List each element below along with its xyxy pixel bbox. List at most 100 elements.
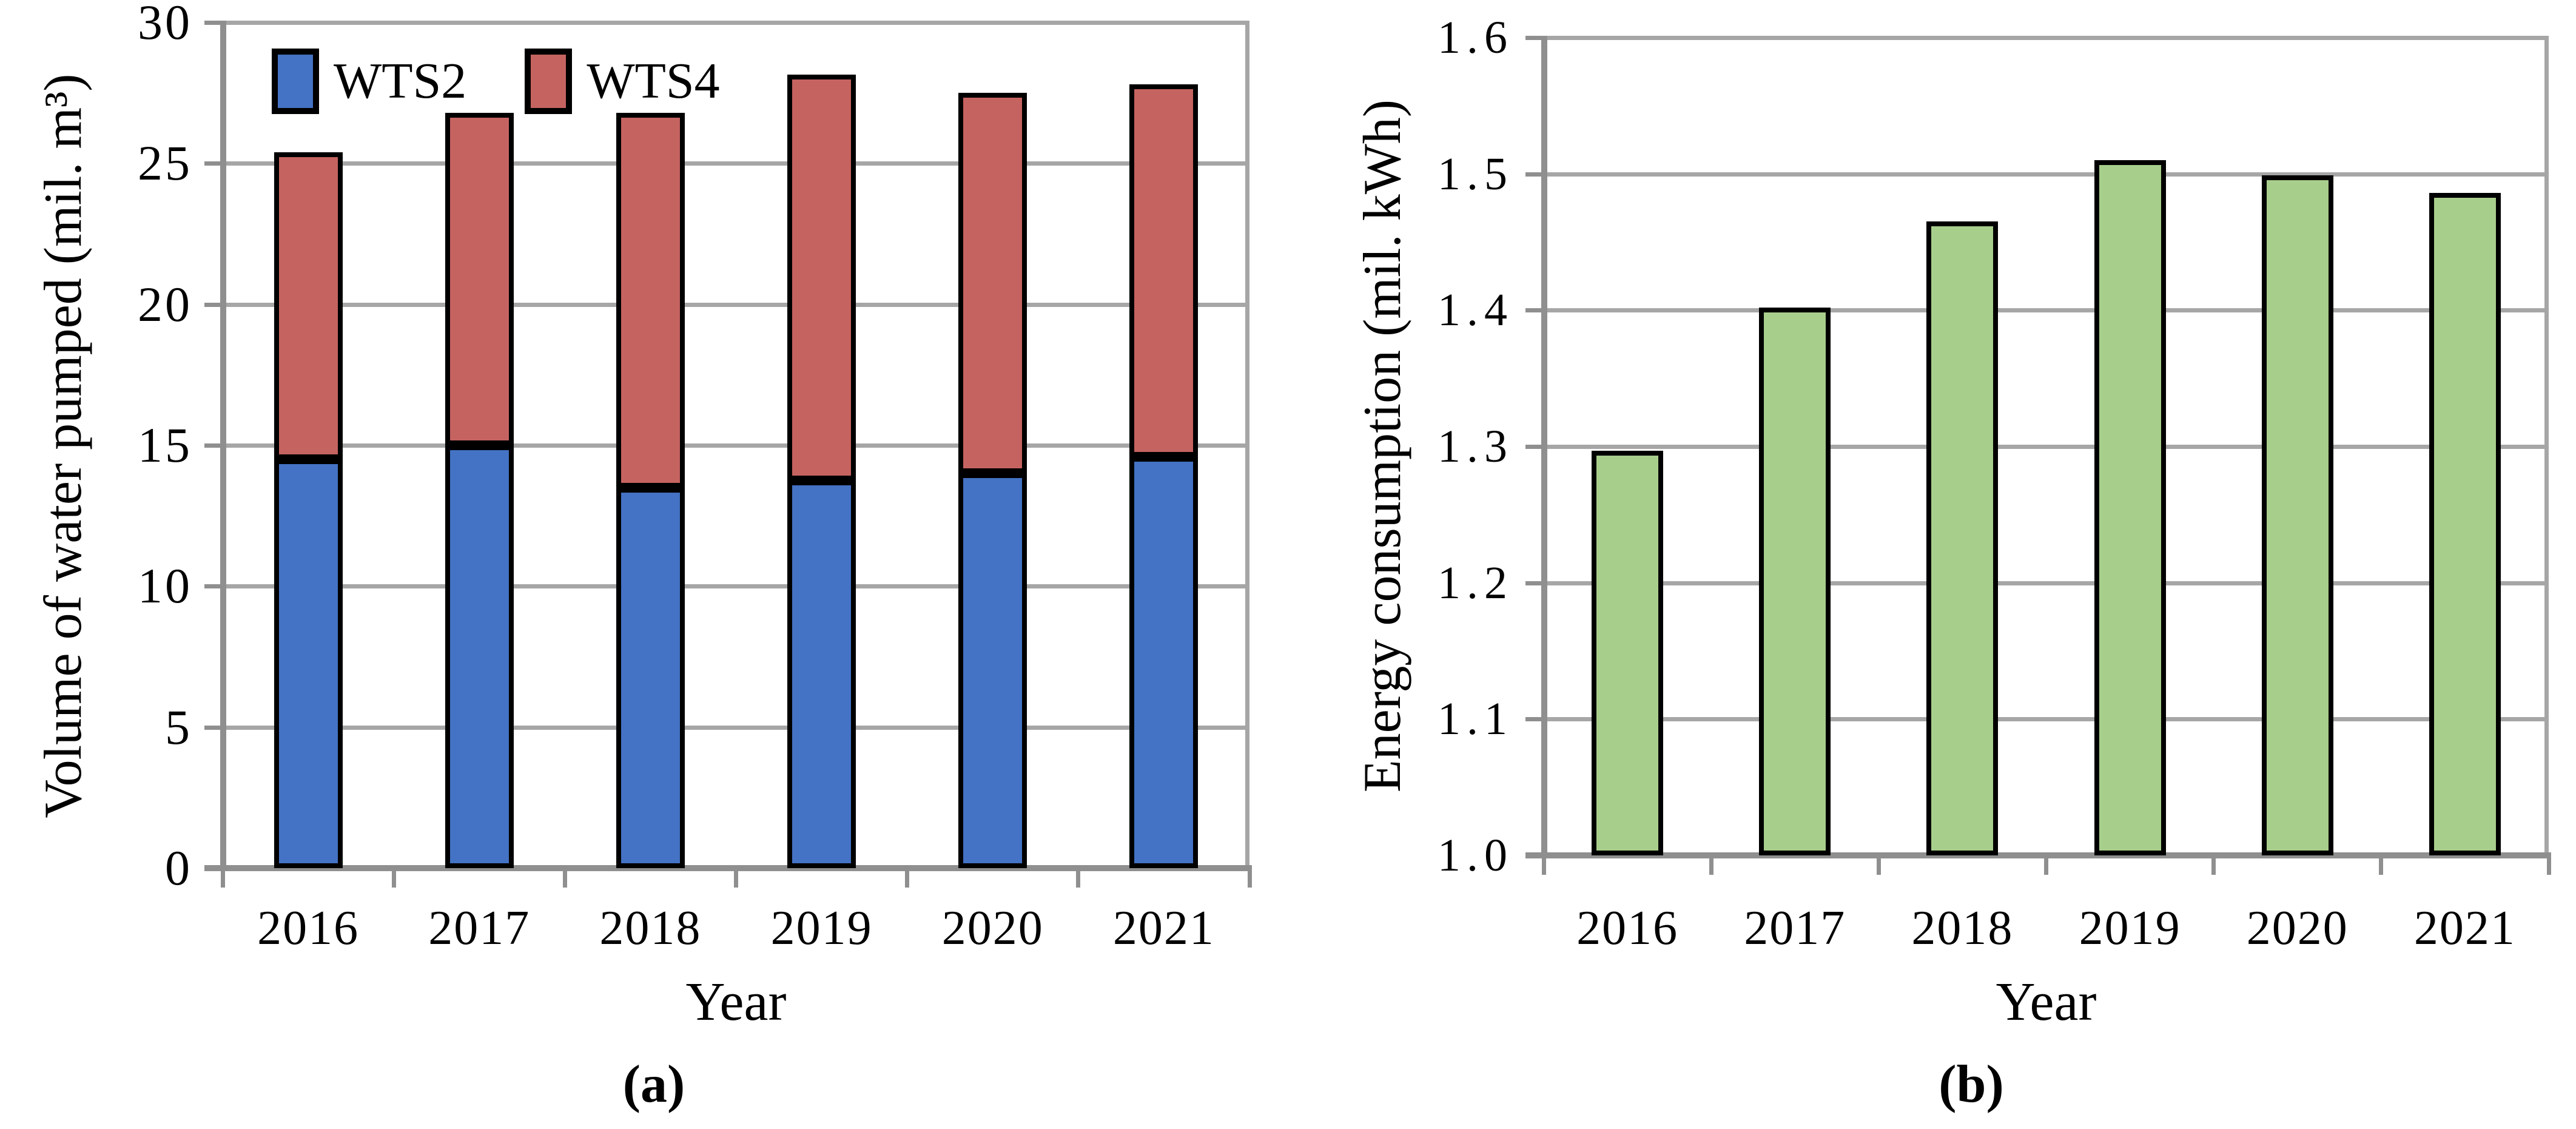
wts4-legend-swatch-icon: [525, 49, 573, 114]
panel-a-plot-area: [204, 21, 1252, 888]
y-tick-label: 10: [138, 558, 192, 614]
y-tick-label: 1.0: [1438, 830, 1513, 881]
x-tick-label-2016: 2016: [257, 902, 360, 955]
y-tick-label: 1.2: [1438, 557, 1513, 608]
x-axis-tick: [2379, 855, 2384, 875]
y-tick-label: 1.1: [1438, 693, 1513, 745]
x-axis-tick: [220, 868, 225, 888]
bar-segment-wts2-2021: [1129, 456, 1199, 868]
gridline: [1544, 36, 2549, 40]
y-axis-tick: [204, 725, 221, 730]
x-tick-label-2018: 2018: [1911, 902, 2014, 955]
y-tick-label: 0: [165, 840, 192, 895]
x-axis-tick: [905, 868, 910, 888]
x-axis-tick: [1247, 868, 1252, 888]
y-tick-label: 15: [138, 417, 192, 473]
panel-a-x-axis-title: Year: [685, 972, 787, 1032]
x-tick-label-2021: 2021: [2413, 902, 2516, 955]
x-axis-line: [1525, 852, 2551, 858]
y-axis-tick: [204, 21, 221, 25]
wts2-legend-swatch-icon: [272, 49, 319, 114]
y-axis-tick: [204, 302, 221, 307]
gridline: [1544, 308, 2549, 313]
bar-segment-energy-consumption-2021: [2429, 193, 2501, 855]
panel-a-caption: (a): [622, 1055, 685, 1114]
x-axis-tick: [1541, 855, 1546, 875]
y-tick-label: 1.6: [1438, 12, 1513, 63]
y-tick-label: 1.5: [1438, 148, 1513, 200]
y-axis-tick: [1525, 717, 1542, 722]
y-tick-label: 5: [165, 699, 192, 755]
x-tick-label-2020: 2020: [2246, 902, 2349, 955]
bar-segment-energy-consumption-2019: [2094, 160, 2166, 855]
gridline: [223, 21, 1249, 25]
bar-segment-wts2-2016: [274, 459, 343, 868]
x-tick-label-2019: 2019: [2079, 902, 2181, 955]
y-axis-tick: [1525, 581, 1542, 585]
x-tick-label-2016: 2016: [1576, 902, 1679, 955]
x-tick-label-2021: 2021: [1112, 902, 1215, 955]
x-tick-label-2018: 2018: [599, 902, 702, 955]
gridline: [1544, 581, 2549, 585]
y-axis-tick: [204, 443, 221, 448]
bar-segment-wts4-2020: [958, 93, 1027, 474]
x-tick-label-2019: 2019: [770, 902, 873, 955]
y-axis-tick: [1525, 308, 1542, 313]
x-axis-tick: [1709, 855, 1713, 875]
gridline: [1544, 445, 2549, 449]
bar-segment-wts2-2017: [445, 445, 514, 868]
legend-item-wts2: WTS2: [272, 49, 466, 114]
wts2-legend-label: WTS2: [334, 53, 467, 109]
panel-b-plot-area: [1525, 36, 2551, 875]
gridline: [223, 584, 1249, 589]
y-axis-line: [220, 21, 226, 871]
x-axis-tick: [734, 868, 738, 888]
y-tick-label: 30: [138, 0, 192, 50]
y-axis-tick: [1525, 172, 1542, 177]
bar-segment-wts4-2016: [274, 152, 343, 460]
x-axis-tick: [2211, 855, 2216, 875]
bar-segment-wts4-2018: [616, 112, 685, 488]
gridline: [1544, 717, 2549, 722]
legend-item-wts4: WTS4: [525, 49, 720, 114]
bar-segment-energy-consumption-2017: [1759, 307, 1831, 855]
x-axis-tick: [2546, 855, 2551, 875]
y-tick-label: 1.4: [1438, 285, 1513, 336]
x-tick-label-2017: 2017: [428, 902, 531, 955]
gridline: [223, 302, 1249, 307]
x-axis-tick: [391, 868, 396, 888]
y-axis-line: [1541, 36, 1547, 858]
y-axis-tick: [204, 161, 221, 166]
panel-b-caption: (b): [1939, 1055, 2004, 1114]
y-tick-label: 20: [138, 276, 192, 332]
bar-segment-wts4-2019: [787, 74, 856, 481]
y-tick-label: 1.3: [1438, 421, 1513, 472]
x-tick-label-2017: 2017: [1744, 902, 1846, 955]
gridline: [223, 443, 1249, 448]
bar-segment-energy-consumption-2020: [2261, 175, 2333, 855]
gridline: [223, 161, 1249, 166]
bar-segment-energy-consumption-2018: [1926, 221, 1999, 855]
bar-segment-wts4-2017: [445, 112, 514, 445]
x-axis-tick: [2044, 855, 2048, 875]
y-axis-tick: [1525, 445, 1542, 449]
panel-a-legend: WTS2 WTS4: [272, 49, 720, 114]
wts4-legend-label: WTS4: [587, 53, 720, 109]
gridline: [1544, 172, 2549, 177]
bar-segment-energy-consumption-2016: [1592, 450, 1664, 855]
x-axis-tick: [1876, 855, 1881, 875]
bar-segment-wts4-2021: [1129, 84, 1199, 457]
x-axis-tick: [562, 868, 567, 888]
panel-b-x-axis-title: Year: [1996, 972, 2097, 1032]
bar-segment-wts2-2018: [616, 487, 685, 868]
x-axis-line: [204, 865, 1252, 871]
bar-segment-wts2-2019: [787, 480, 856, 868]
bar-segment-wts2-2020: [958, 473, 1027, 868]
plot-border-right: [2544, 38, 2549, 855]
x-tick-label-2020: 2020: [941, 902, 1044, 955]
plot-border-right: [1245, 22, 1249, 868]
y-axis-tick: [204, 584, 221, 589]
y-tick-label: 25: [138, 135, 192, 191]
gridline: [223, 725, 1249, 730]
